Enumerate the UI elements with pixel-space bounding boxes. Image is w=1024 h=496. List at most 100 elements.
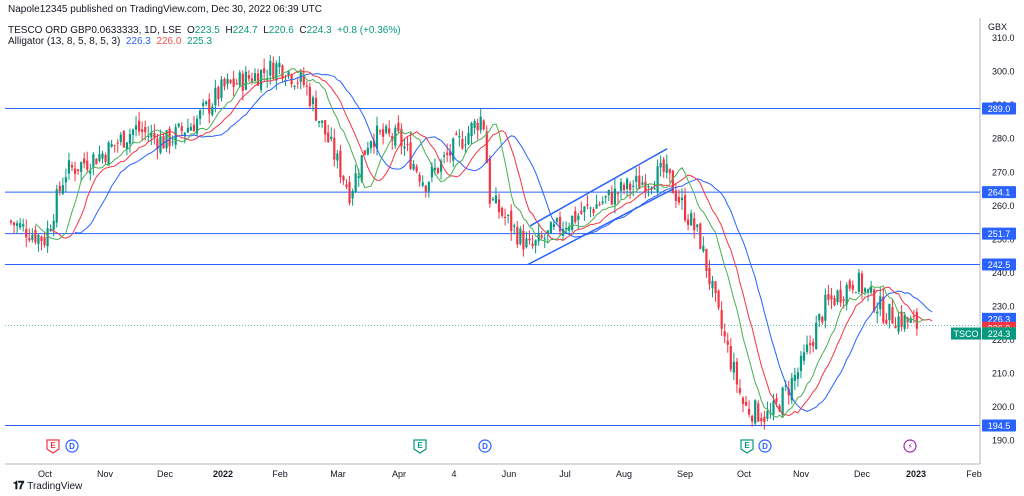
candle-body bbox=[128, 134, 132, 144]
candle-body bbox=[150, 132, 153, 138]
candle-body bbox=[351, 191, 354, 199]
candle-body bbox=[516, 227, 519, 245]
indicator-legend[interactable]: Alligator (13, 8, 5, 8, 5, 3) 226.3 226.… bbox=[8, 36, 212, 47]
candle-body bbox=[52, 220, 55, 230]
candle-body bbox=[452, 138, 455, 161]
price-tag-jaw bbox=[982, 312, 1016, 325]
candle-body bbox=[34, 229, 37, 243]
candle-body bbox=[314, 97, 318, 121]
published-caption: Napole12345 published on TradingView.com… bbox=[8, 4, 322, 15]
candle-body bbox=[159, 136, 162, 153]
candle-body bbox=[83, 158, 86, 164]
candle-body bbox=[321, 120, 324, 123]
candle-body bbox=[677, 197, 681, 203]
y-tick-label: 210.0 bbox=[992, 369, 1015, 379]
candle-body bbox=[110, 144, 113, 147]
candle-body bbox=[342, 175, 345, 181]
candle-body bbox=[790, 377, 793, 401]
candle-body bbox=[272, 62, 275, 79]
x-tick-label: Jun bbox=[502, 469, 517, 479]
earnings-letter: E bbox=[50, 441, 56, 450]
x-tick-label: Feb bbox=[966, 469, 982, 479]
candle-body bbox=[897, 316, 900, 332]
candle-body bbox=[336, 153, 339, 161]
price-chart[interactable]: GBX190.0200.0210.0220.0230.0240.0250.026… bbox=[5, 4, 1019, 492]
candle-body bbox=[400, 128, 403, 147]
candle-body bbox=[549, 222, 552, 234]
candle-body bbox=[217, 86, 220, 100]
candle-body bbox=[195, 118, 199, 134]
level-price-tag bbox=[982, 419, 1016, 432]
candle-body bbox=[616, 193, 620, 195]
candle-body bbox=[601, 201, 604, 204]
candle-body bbox=[28, 238, 31, 241]
candle-body bbox=[73, 168, 77, 174]
candle-body bbox=[793, 374, 796, 381]
candle-body bbox=[565, 228, 568, 230]
candle-body bbox=[327, 132, 330, 143]
candle-body bbox=[629, 183, 632, 191]
candle-body bbox=[839, 289, 842, 303]
candle-body bbox=[772, 400, 775, 415]
candle-body bbox=[876, 311, 879, 314]
candle-body bbox=[269, 60, 272, 76]
candle-body bbox=[699, 223, 702, 249]
candle-body bbox=[208, 99, 211, 114]
candle-body bbox=[708, 267, 711, 285]
earnings-letter: E bbox=[417, 441, 423, 450]
candle-body bbox=[799, 355, 803, 372]
candle-body bbox=[229, 80, 232, 83]
candle-body bbox=[741, 397, 745, 404]
candle-body bbox=[668, 168, 671, 174]
candle-body bbox=[253, 73, 257, 81]
candle-body bbox=[165, 130, 168, 149]
candle-body bbox=[263, 68, 266, 74]
candle-body bbox=[540, 235, 543, 238]
level-price-tag bbox=[982, 102, 1016, 115]
candle-body bbox=[104, 155, 107, 162]
candle-body bbox=[491, 199, 494, 201]
candle-body bbox=[305, 85, 308, 87]
indicator-title: Alligator (13, 8, 5, 8, 5, 3) bbox=[8, 36, 121, 47]
candle-body bbox=[345, 184, 348, 187]
candle-body bbox=[199, 110, 202, 119]
candle-body bbox=[378, 130, 382, 132]
candle-body bbox=[711, 280, 714, 289]
ohlc-low-value: 220.6 bbox=[268, 25, 294, 36]
symbol-tag bbox=[951, 327, 981, 340]
candle-body bbox=[507, 214, 510, 216]
candle-body bbox=[156, 138, 159, 150]
candle-body bbox=[836, 290, 839, 303]
candle-body bbox=[446, 152, 449, 155]
level-price-text: 242.5 bbox=[988, 260, 1011, 270]
candle-body bbox=[656, 166, 659, 193]
candle-body bbox=[61, 185, 64, 194]
candle-body bbox=[857, 272, 860, 292]
candle-body bbox=[141, 129, 144, 132]
candle-body bbox=[641, 182, 644, 185]
price-change: +0.8 (+0.36%) bbox=[337, 25, 401, 36]
dividend-icon bbox=[65, 439, 79, 453]
candle-body bbox=[162, 136, 165, 149]
tradingview-logo-icon: 𝟏𝟕 bbox=[13, 480, 24, 492]
candle-body bbox=[583, 206, 586, 213]
candle-body bbox=[796, 372, 799, 379]
candle-body bbox=[397, 122, 400, 131]
channel-upper-line bbox=[529, 148, 668, 227]
candle-body bbox=[574, 211, 577, 223]
level-price-text: 251.7 bbox=[988, 229, 1011, 239]
candle-body bbox=[436, 167, 440, 174]
candle-body bbox=[287, 71, 290, 76]
level-price-text: 194.5 bbox=[988, 421, 1011, 431]
candle-body bbox=[275, 63, 278, 81]
candle-body bbox=[732, 362, 735, 373]
dividend-icon bbox=[478, 439, 492, 453]
candle-body bbox=[723, 331, 726, 337]
ohlc-open-value: 223.5 bbox=[194, 25, 220, 36]
candle-body bbox=[177, 123, 180, 127]
candle-body bbox=[37, 234, 40, 244]
alligator-jaw-line bbox=[74, 73, 933, 412]
candle-body bbox=[324, 120, 327, 135]
candle-body bbox=[183, 132, 186, 136]
candle-body bbox=[754, 400, 757, 424]
